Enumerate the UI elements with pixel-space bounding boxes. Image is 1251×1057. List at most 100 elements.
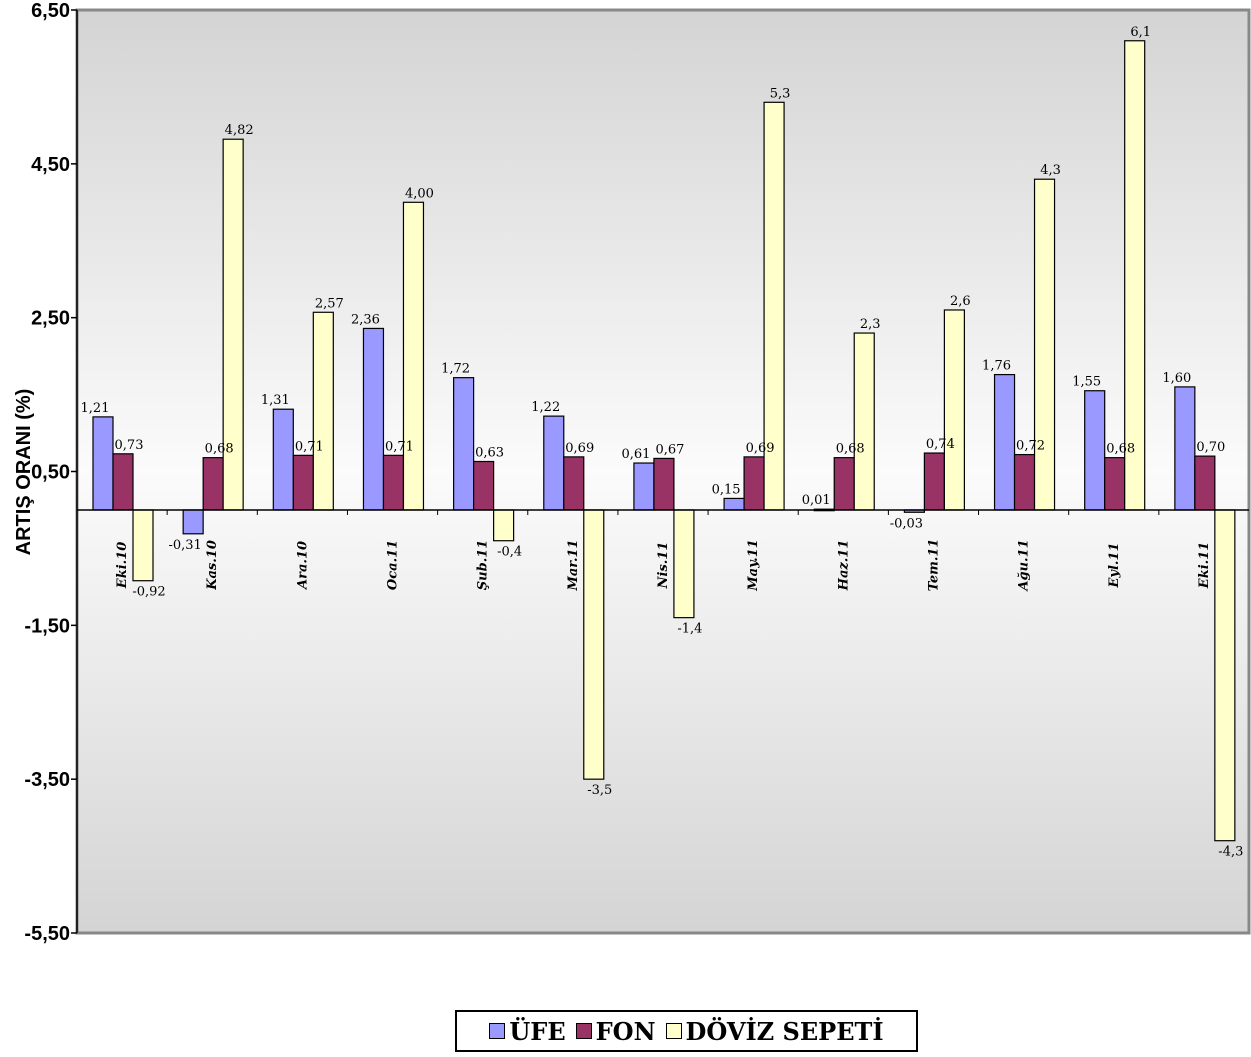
data-label: 5,3	[770, 86, 791, 101]
bar	[673, 509, 695, 619]
data-label: 0,71	[295, 439, 324, 454]
category-label: Kas.10	[205, 540, 220, 591]
y-tick-label: 0,50	[31, 462, 70, 484]
bar	[312, 311, 334, 511]
legend-label-ufe: ÜFE	[509, 1016, 566, 1046]
data-label: 0,68	[1106, 442, 1135, 457]
bar	[993, 373, 1016, 511]
data-label: 0,71	[385, 439, 414, 454]
y-tick-label: 2,50	[31, 308, 70, 330]
bar	[633, 462, 655, 511]
legend-item-fon: FON	[575, 1016, 656, 1046]
y-tick-label: 4,50	[31, 154, 70, 176]
y-tick-label: -1,50	[24, 615, 70, 637]
category-label: Eyl.11	[1107, 542, 1122, 588]
bar	[1104, 457, 1126, 511]
category-label: May.11	[746, 539, 761, 592]
data-label: 4,00	[405, 186, 434, 201]
bar	[182, 509, 204, 535]
bar	[132, 509, 154, 582]
data-label: 1,31	[261, 393, 290, 408]
data-label: -0,31	[168, 538, 201, 553]
data-label: -0,4	[497, 545, 522, 560]
category-label: Mar.11	[566, 539, 581, 591]
data-label: 0,68	[205, 442, 234, 457]
category-label: Ara.10	[295, 541, 310, 591]
bar	[1033, 178, 1056, 511]
data-label: -4,3	[1218, 845, 1243, 860]
category-label: Şub.11	[476, 540, 491, 591]
legend-swatch-fon	[575, 1023, 592, 1039]
data-label: 2,57	[315, 296, 344, 311]
data-label: -0,92	[132, 585, 165, 600]
bar	[493, 509, 515, 542]
data-label: 1,21	[81, 401, 110, 416]
data-label: 0,61	[621, 447, 650, 462]
data-label: -3,5	[587, 783, 612, 798]
bar-chart: 6,50 4,50 2,50 0,50 -1,50 -3,50 -5,50 Eki.10 Ka…	[13, 0, 1251, 945]
category-label: Ağu.11	[1017, 539, 1032, 592]
y-tick-label: -3,50	[24, 769, 70, 791]
data-label: 0,15	[712, 482, 741, 497]
bar	[92, 416, 114, 511]
bar	[1013, 453, 1036, 511]
bar	[723, 497, 745, 511]
bar	[402, 201, 425, 511]
data-label: 0,72	[1016, 439, 1045, 454]
legend-item-doviz-sepeti: DÖVİZ SEPETİ	[665, 1016, 884, 1046]
data-label: -1,4	[677, 622, 702, 637]
bar	[202, 457, 224, 511]
data-label: 2,6	[950, 294, 971, 309]
y-axis-label: ARTIŞ ORANI (%)	[13, 389, 35, 556]
data-label: 0,63	[475, 446, 504, 461]
data-label: 1,22	[531, 400, 560, 415]
category-label: Eki.11	[1197, 542, 1212, 589]
bar	[1194, 455, 1216, 511]
bar	[943, 309, 965, 511]
bar	[1214, 509, 1236, 842]
bar	[563, 456, 585, 511]
data-label: 0,67	[655, 442, 684, 457]
legend: ÜFE FON DÖVİZ SEPETİ	[455, 1010, 918, 1052]
legend-swatch-doviz-sepeti	[665, 1023, 682, 1039]
legend-label-doviz-sepeti: DÖVİZ SEPETİ	[685, 1016, 884, 1046]
bar	[272, 408, 294, 511]
legend-swatch-ufe	[489, 1023, 506, 1039]
legend-label-fon: FON	[595, 1016, 656, 1046]
data-label: 0,70	[1196, 440, 1225, 455]
data-label: 0,73	[115, 438, 144, 453]
bar	[923, 452, 945, 511]
bar	[112, 453, 134, 511]
bar	[292, 454, 314, 511]
category-label: Tem.11	[926, 539, 941, 592]
category-label: Haz.11	[836, 540, 851, 592]
y-tick-label: -5,50	[24, 923, 70, 945]
data-label: 1,55	[1072, 375, 1101, 390]
bar	[382, 454, 405, 511]
data-label: 0,68	[836, 442, 865, 457]
data-label: 0,69	[746, 441, 775, 456]
data-label: 4,82	[225, 123, 254, 138]
data-label: 1,76	[982, 359, 1011, 374]
data-label: -0,03	[890, 516, 923, 531]
data-label: 0,01	[802, 493, 831, 508]
bar	[653, 457, 675, 511]
data-label: 2,3	[860, 317, 881, 332]
legend-item-ufe: ÜFE	[489, 1016, 566, 1046]
bar	[743, 456, 765, 511]
category-label: Oca.11	[386, 540, 401, 590]
data-label: 0,69	[565, 441, 594, 456]
data-label: 1,60	[1162, 371, 1191, 386]
bar	[1084, 390, 1106, 511]
bar	[833, 457, 855, 511]
data-label: 6,1	[1130, 25, 1151, 40]
data-label: 2,36	[351, 312, 380, 327]
category-label: Eki.10	[115, 542, 130, 589]
y-tick-label: 6,50	[31, 0, 70, 22]
bar	[543, 415, 565, 511]
data-label: 4,3	[1040, 163, 1061, 178]
bar	[583, 509, 605, 780]
category-label: Nis.11	[656, 542, 671, 590]
bar	[362, 327, 385, 511]
bar	[1124, 40, 1146, 511]
